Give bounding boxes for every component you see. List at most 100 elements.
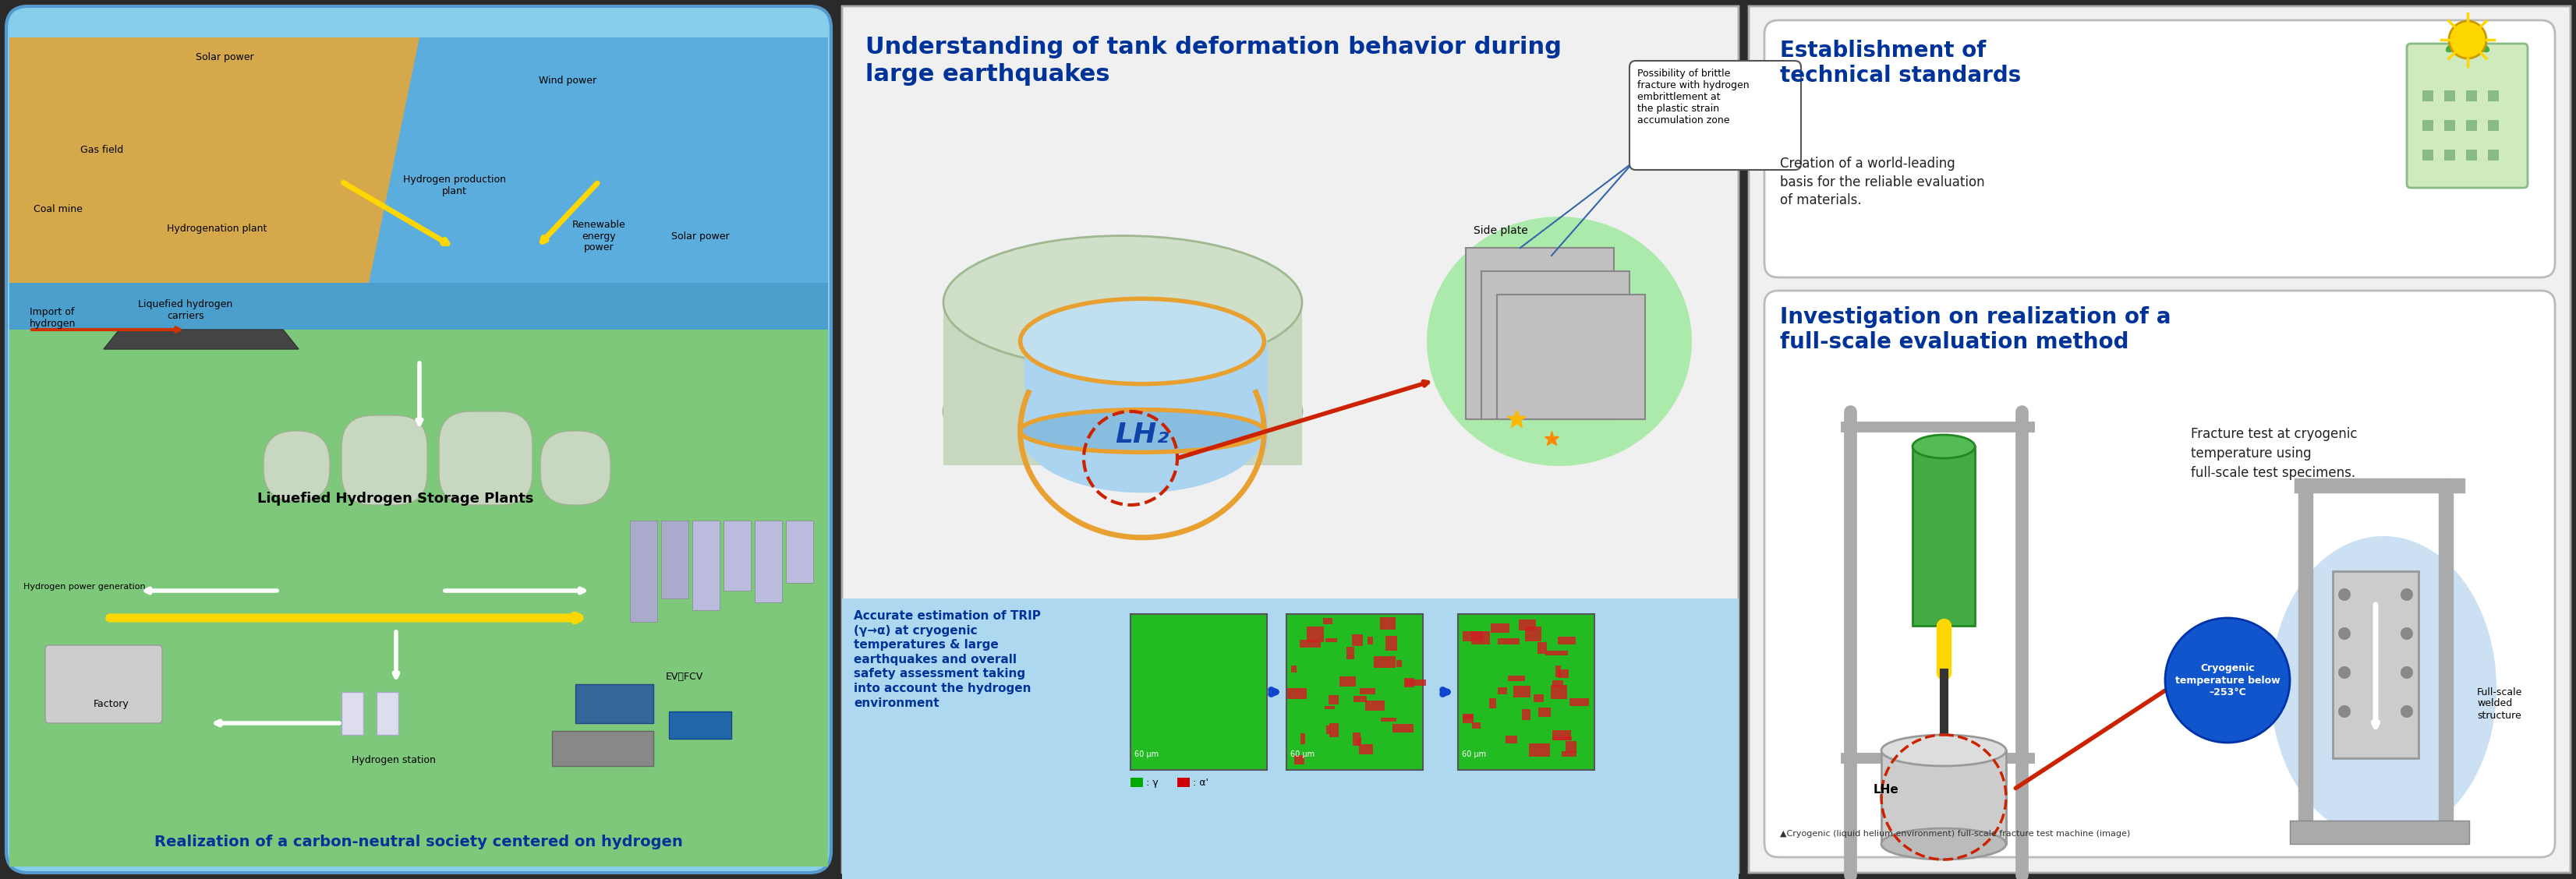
FancyBboxPatch shape [1765, 291, 2555, 857]
FancyBboxPatch shape [842, 6, 1739, 873]
Bar [1360, 688, 1376, 694]
Text: Solar power: Solar power [670, 231, 729, 241]
Text: Possibility of brittle
fracture with hydrogen
embrittlement at
the plastic strai: Possibility of brittle fracture with hyd… [1636, 69, 1749, 126]
Bar [1517, 620, 1535, 630]
Circle shape [2401, 705, 2411, 717]
Bar [2290, 821, 2468, 844]
Bar [724, 520, 750, 591]
Bar [1522, 709, 1530, 720]
Text: Solar power: Solar power [196, 52, 252, 62]
Bar [1347, 646, 1355, 659]
Bar [2488, 149, 2499, 161]
Bar [1525, 626, 1540, 641]
Ellipse shape [1880, 828, 2007, 860]
Ellipse shape [943, 236, 1301, 369]
Bar [629, 520, 657, 621]
FancyBboxPatch shape [1628, 61, 1801, 170]
Text: Accurate estimation of TRIP
(γ→α) at cryogenic
temperatures & large
earthquakes : Accurate estimation of TRIP (γ→α) at cry… [853, 610, 1041, 708]
FancyBboxPatch shape [46, 645, 162, 723]
Ellipse shape [1020, 369, 1265, 493]
Bar [551, 731, 654, 766]
Text: Coal mine: Coal mine [33, 204, 82, 214]
Bar [1566, 741, 1577, 752]
FancyBboxPatch shape [10, 283, 827, 330]
Bar [2331, 571, 2419, 759]
Text: Factory: Factory [93, 699, 129, 708]
FancyBboxPatch shape [2406, 44, 2527, 188]
Bar [1368, 637, 1373, 644]
Text: Cryogenic
temperature below
–253°C: Cryogenic temperature below –253°C [2174, 664, 2280, 697]
Bar [1352, 732, 1360, 746]
Bar [1558, 636, 1577, 645]
Bar [1404, 678, 1414, 687]
Text: 60 μm: 60 μm [1461, 751, 1486, 759]
Text: Investigation on realization of a
full-scale evaluation method: Investigation on realization of a full-s… [1780, 306, 2172, 353]
Bar [693, 520, 719, 610]
Bar [1301, 733, 1303, 745]
Circle shape [2401, 628, 2411, 640]
Bar [2445, 91, 2455, 101]
Bar [2465, 149, 2476, 161]
Bar [1131, 778, 1144, 787]
Bar [2445, 120, 2455, 131]
Bar [662, 520, 688, 599]
Bar [943, 302, 1301, 465]
Ellipse shape [2269, 536, 2496, 840]
Bar [1298, 640, 1321, 648]
FancyBboxPatch shape [5, 6, 832, 873]
Bar [1340, 677, 1355, 686]
Bar [670, 711, 732, 738]
Bar [1291, 665, 1296, 672]
Ellipse shape [2445, 43, 2458, 53]
Bar [1396, 660, 1401, 667]
Polygon shape [103, 330, 299, 349]
Bar [1329, 695, 1337, 705]
Text: Side plate: Side plate [1473, 225, 1528, 236]
Bar [1489, 624, 1510, 633]
Bar [2465, 120, 2476, 131]
Bar [1471, 723, 1481, 729]
Bar [2421, 149, 2432, 161]
Bar [1880, 751, 2007, 844]
FancyBboxPatch shape [438, 411, 533, 505]
Bar [1561, 751, 1577, 756]
Bar [1466, 248, 1613, 419]
Bar [1538, 642, 1546, 654]
Bar [1911, 447, 1973, 626]
Text: 60 μm: 60 μm [1291, 751, 1314, 759]
Ellipse shape [1427, 216, 1692, 466]
FancyBboxPatch shape [1749, 6, 2571, 873]
Text: Renewable
energy
power: Renewable energy power [572, 220, 626, 253]
Bar [1386, 636, 1396, 650]
Text: Liquefied hydrogen
carriers: Liquefied hydrogen carriers [139, 299, 232, 321]
Circle shape [2336, 628, 2349, 640]
Ellipse shape [2476, 43, 2488, 53]
Circle shape [2401, 666, 2411, 679]
Text: Gas field: Gas field [80, 145, 124, 156]
Bar [1538, 708, 1551, 716]
Bar [1558, 670, 1569, 678]
Text: Import of
hydrogen: Import of hydrogen [28, 307, 75, 329]
Bar [1461, 714, 1473, 723]
Circle shape [2336, 705, 2349, 717]
Bar [1321, 618, 1332, 624]
Bar [1378, 617, 1396, 629]
Bar [2488, 91, 2499, 101]
Bar [1355, 737, 1360, 746]
Bar [1327, 638, 1337, 643]
Text: Creation of a world-leading
basis for the reliable evaluation
of materials.: Creation of a world-leading basis for th… [1780, 156, 1984, 207]
Bar [1556, 665, 1561, 678]
Bar [2421, 120, 2432, 131]
Bar [1293, 755, 1303, 765]
Ellipse shape [1880, 735, 2007, 766]
Ellipse shape [1911, 435, 1973, 458]
Bar [1553, 737, 1571, 740]
Bar [1406, 679, 1425, 686]
Text: ▲Cryogenic (liquid helium environment) full-scale fracture test machine (image): ▲Cryogenic (liquid helium environment) f… [1780, 830, 2130, 838]
Bar [1489, 698, 1497, 708]
Text: : α': : α' [1193, 778, 1208, 788]
FancyBboxPatch shape [1765, 20, 2555, 278]
Ellipse shape [1020, 410, 1265, 453]
Bar [2488, 120, 2499, 131]
Bar [1394, 724, 1414, 732]
